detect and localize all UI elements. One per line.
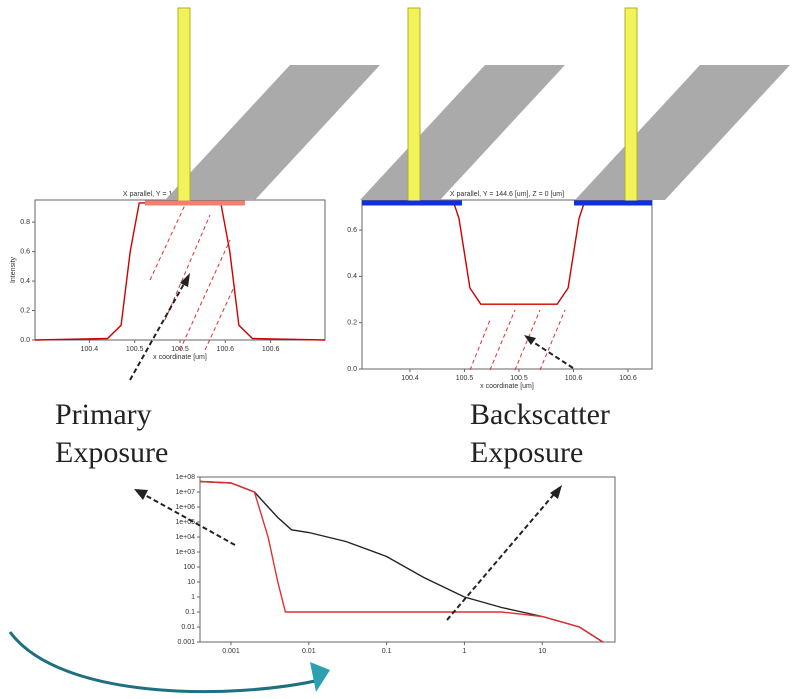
data-line	[200, 482, 603, 643]
plot-frame	[362, 200, 652, 369]
chart-title: X parallel, Y = 144.6 [um], Z = 0 [um]	[450, 191, 564, 198]
x-tick-label: 100.6	[217, 346, 235, 353]
y-tick-label: 1e+07	[175, 489, 195, 496]
y-tick-label: 10	[187, 579, 195, 586]
y-tick-label: 0.0	[20, 337, 30, 344]
slide: X parallel, Y = 144.6 [um], Z = 0 [um] x …	[0, 0, 801, 699]
y-tick-label: 1e+08	[175, 474, 195, 481]
y-tick-label: 0.0	[347, 366, 357, 373]
x-tick-label: 100.5	[510, 375, 528, 382]
x-tick-label: 10	[538, 648, 546, 655]
y-tick-label: 0.6	[347, 227, 357, 234]
x-tick-label: 100.5	[456, 375, 474, 382]
y-tick-label: 0.1	[185, 609, 195, 616]
y-tick-label: 100	[183, 564, 195, 571]
x-tick-label: 100.4	[401, 375, 419, 382]
y-tick-label: 0.2	[347, 320, 357, 327]
y-tick-label: 1	[191, 594, 195, 601]
x-tick-label: 0.001	[222, 648, 240, 655]
x-tick-label: 100.6	[565, 375, 583, 382]
x-axis-label: x coordinate [um]	[153, 354, 207, 361]
plot-frame	[35, 200, 325, 340]
y-tick-label: 0.6	[20, 248, 30, 255]
x-tick-label: 100.6	[262, 346, 280, 353]
figure: X parallel, Y = 144.6 [um], Z = 0 [um] x …	[0, 0, 801, 699]
y-tick-label: 0.001	[177, 639, 195, 646]
y-tick-label: 0.01	[181, 624, 195, 631]
y-tick-label: 1e+03	[175, 549, 195, 556]
y-tick-label: 1e+04	[175, 534, 195, 541]
plot-frame	[200, 477, 615, 642]
x-tick-label: 1	[462, 648, 466, 655]
x-tick-label: 0.1	[382, 648, 392, 655]
x-axis-label: x coordinate [um]	[480, 383, 534, 390]
primary-label: Primary Exposure	[55, 396, 215, 472]
y-tick-label: 1e+05	[175, 519, 195, 526]
data-line	[35, 203, 325, 340]
x-tick-label: 0.01	[302, 648, 316, 655]
y-tick-label: 0.4	[347, 273, 357, 280]
y-tick-label: 1e+06	[175, 504, 195, 511]
x-tick-label: 100.4	[81, 346, 99, 353]
data-line	[362, 202, 652, 304]
x-tick-label: 100.6	[619, 375, 637, 382]
x-tick-label: 100.5	[126, 346, 144, 353]
data-line	[200, 482, 603, 643]
y-tick-label: 0.4	[20, 278, 30, 285]
y-tick-label: 0.8	[20, 219, 30, 226]
backscatter-label: Backscatter Exposure	[470, 396, 660, 472]
y-tick-label: 0.2	[20, 307, 30, 314]
y-axis-label: Intensity	[10, 256, 17, 283]
